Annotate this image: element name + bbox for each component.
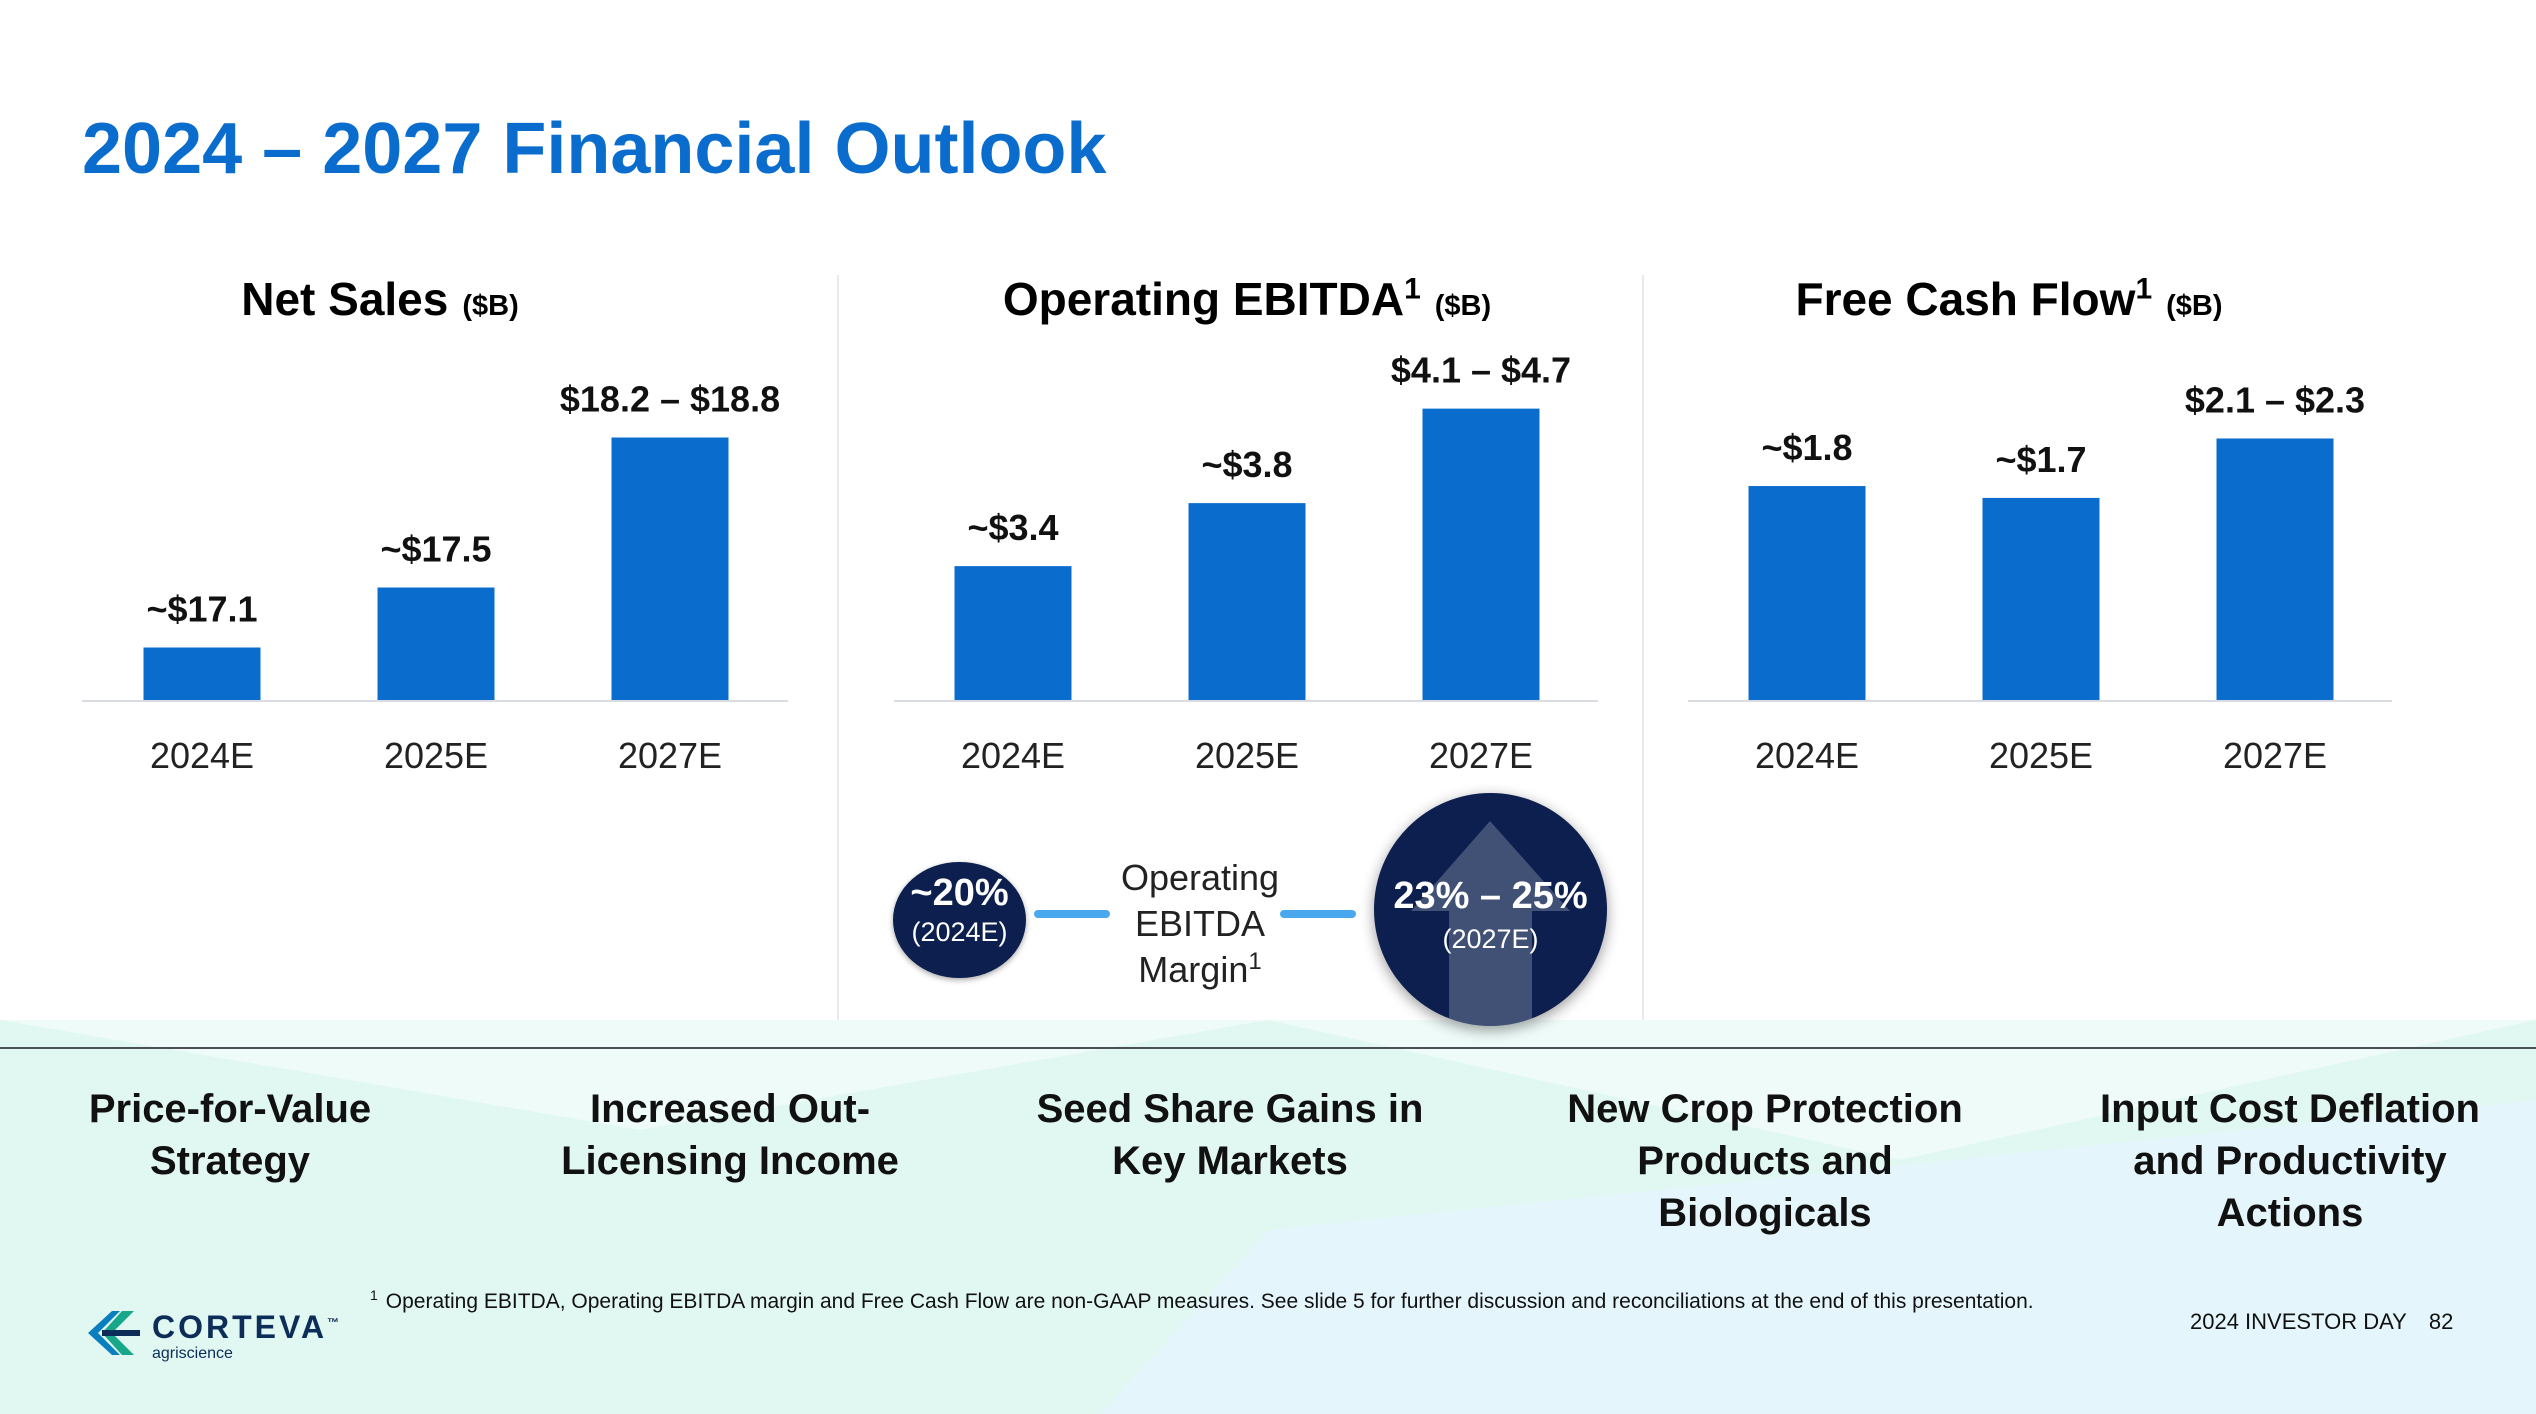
event-name: 2024 INVESTOR DAY bbox=[2190, 1309, 2407, 1334]
driver-price-for-value: Price-for-Value Strategy bbox=[88, 1087, 372, 1183]
logo-wordmark: CORTEVA™ bbox=[152, 1309, 339, 1346]
margin-connector-right bbox=[1280, 910, 1356, 918]
margin-label-line: Margin bbox=[1138, 949, 1249, 990]
driver-input-cost: Input Cost Deflation and Productivity Ac… bbox=[2100, 1087, 2480, 1235]
margin-label-line: EBITDA bbox=[1134, 903, 1266, 944]
margin-label-line: Operating bbox=[1120, 857, 1280, 898]
footnote: 1 Operating EBITDA, Operating EBITDA marg… bbox=[370, 1287, 2034, 1314]
data-label: ~$3.4 bbox=[967, 507, 1058, 548]
section-divider bbox=[0, 1047, 2536, 1049]
bar bbox=[2216, 438, 2334, 700]
margin-label: Operating EBITDA Margin1 bbox=[1100, 855, 1300, 993]
driver-seed-share: Seed Share Gains in Key Markets bbox=[1036, 1087, 1424, 1183]
up-arrow-icon bbox=[1411, 821, 1570, 1026]
page-title: 2024 – 2027 Financial Outlook bbox=[82, 109, 1107, 189]
data-label: ~$1.7 bbox=[1995, 439, 2086, 480]
bar bbox=[611, 437, 729, 700]
bar bbox=[954, 566, 1072, 700]
footnote-marker: 1 bbox=[370, 1287, 378, 1303]
bar bbox=[1982, 497, 2100, 700]
data-label: ~$17.1 bbox=[146, 589, 257, 630]
data-label: $2.1 – $2.3 bbox=[2185, 379, 2365, 420]
x-tick-label: 2024E bbox=[1755, 735, 1859, 776]
margin-connector-left bbox=[1034, 910, 1110, 918]
x-tick-label: 2024E bbox=[961, 735, 1065, 776]
driver-crop-protection: New Crop Protection Products and Biologi… bbox=[1567, 1087, 1963, 1235]
data-label: $18.2 – $18.8 bbox=[560, 379, 780, 420]
x-tick-label: 2025E bbox=[1989, 735, 2093, 776]
chart-title-free-cash-flow: Free Cash Flow1 ($B) bbox=[1629, 272, 2389, 326]
margin-current-circle: ~20% (2024E) bbox=[893, 862, 1026, 978]
footnote-marker: 1 bbox=[1248, 948, 1262, 975]
bar bbox=[143, 647, 261, 700]
corteva-logo-icon bbox=[88, 1311, 140, 1355]
footnote-text: Operating EBITDA, Operating EBITDA margi… bbox=[385, 1290, 2034, 1313]
page-number: 82 bbox=[2428, 1309, 2454, 1334]
bar bbox=[1422, 408, 1540, 700]
x-tick-label: 2027E bbox=[618, 735, 722, 776]
chart-title-net-sales: Net Sales ($B) bbox=[0, 272, 760, 326]
margin-current-value: ~20% bbox=[910, 872, 1009, 914]
margin-label-line-3: Margin1 bbox=[1100, 947, 1300, 993]
x-tick-label: 2025E bbox=[1195, 735, 1299, 776]
chart-title-unit: ($B) bbox=[462, 290, 519, 322]
data-label: $4.1 – $4.7 bbox=[1391, 350, 1571, 391]
footer-right: 2024 INVESTOR DAY 82 bbox=[2190, 1309, 2453, 1335]
margin-target-value: 23% – 25% bbox=[1393, 875, 1588, 917]
data-label: ~$3.8 bbox=[1201, 444, 1292, 485]
bar bbox=[1188, 503, 1306, 700]
corteva-logo: CORTEVA™ agriscience bbox=[82, 1303, 352, 1363]
logo-tm: ™ bbox=[327, 1315, 340, 1330]
chart-title-text: Operating EBITDA bbox=[1002, 273, 1405, 325]
chart-title-operating-ebitda: Operating EBITDA1 ($B) bbox=[867, 272, 1627, 326]
data-label: ~$1.8 bbox=[1761, 427, 1852, 468]
margin-target-circle: 23% – 25% (2027E) bbox=[1374, 793, 1607, 1026]
driver-out-licensing: Increased Out-Licensing Income bbox=[561, 1087, 899, 1183]
data-label: ~$17.5 bbox=[380, 529, 491, 570]
margin-current-period: (2024E) bbox=[911, 917, 1008, 947]
margin-target-period: (2027E) bbox=[1442, 924, 1539, 954]
chart-divider bbox=[837, 275, 839, 1020]
chart-divider bbox=[1642, 275, 1644, 1020]
footnote-marker: 1 bbox=[1404, 272, 1421, 306]
logo-subtitle: agriscience bbox=[152, 1345, 233, 1362]
x-tick-label: 2027E bbox=[2223, 735, 2327, 776]
logo-name: CORTEVA bbox=[152, 1309, 328, 1345]
x-tick-label: 2025E bbox=[384, 735, 488, 776]
x-tick-label: 2027E bbox=[1429, 735, 1533, 776]
chart-title-unit: ($B) bbox=[1434, 290, 1492, 322]
bar bbox=[377, 587, 495, 700]
chart-title-unit: ($B) bbox=[2166, 290, 2223, 322]
chart-title-text: Net Sales bbox=[241, 273, 449, 325]
x-tick-label: 2024E bbox=[150, 735, 254, 776]
chart-title-text: Free Cash Flow bbox=[1795, 273, 2136, 325]
bar bbox=[1748, 486, 1866, 700]
footnote-marker: 1 bbox=[2135, 272, 2153, 306]
